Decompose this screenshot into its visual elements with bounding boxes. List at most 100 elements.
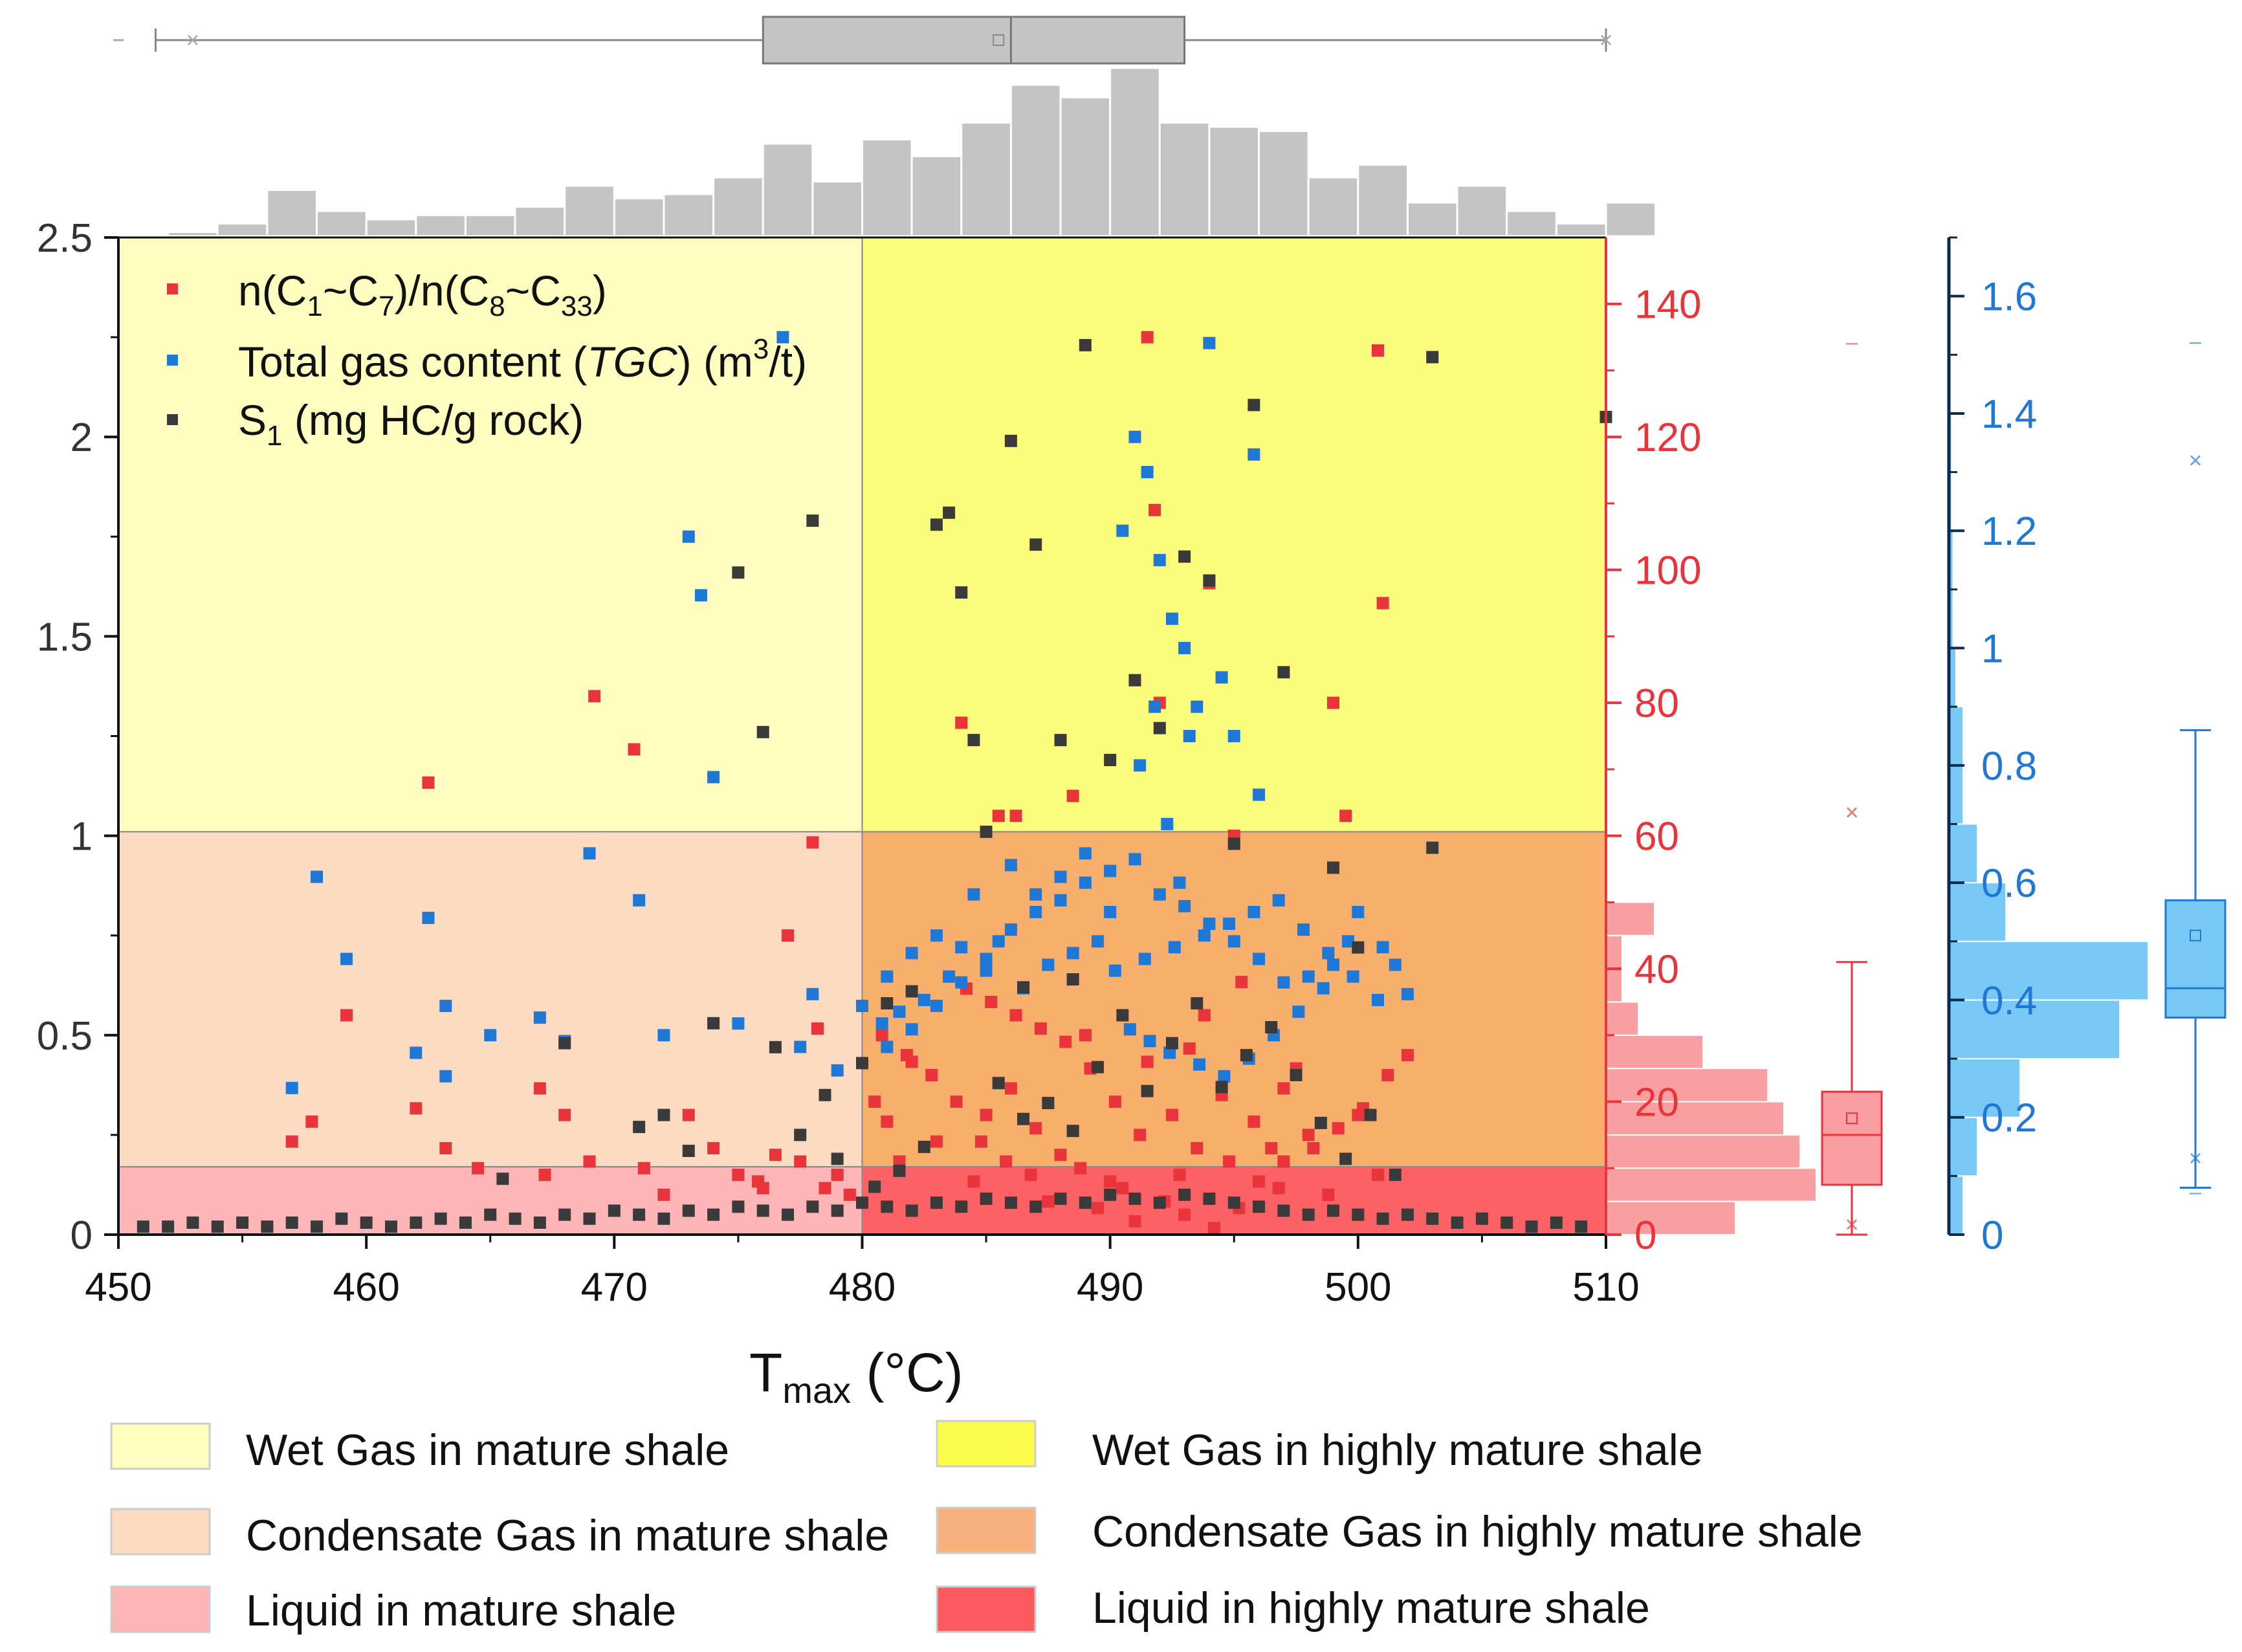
blue-hist-bar-8 <box>1948 706 1964 766</box>
tgc-point-93 <box>1389 958 1401 971</box>
tgc-s1-point-45 <box>1253 1200 1266 1213</box>
ratio-point-100 <box>1198 1009 1211 1022</box>
tgc-s1-point-104 <box>1215 1081 1228 1094</box>
ratio-point-11 <box>588 690 601 703</box>
tgc-s1-point-67 <box>769 1041 782 1053</box>
tgc-point-64 <box>1042 958 1055 971</box>
blue-box-outlier-0: × <box>2188 1145 2202 1171</box>
tgc-s1-point-85 <box>1079 338 1092 351</box>
top-box-outlier-1: × <box>1599 27 1612 53</box>
ratio-point-73 <box>900 1049 913 1062</box>
ratio-point-89 <box>1059 1035 1072 1048</box>
tgc-s1-point-65 <box>732 566 745 579</box>
ratio-point-85 <box>1165 1108 1178 1121</box>
tgc-s1-point-87 <box>1128 674 1141 687</box>
tgc-s1-point-39 <box>1104 1188 1117 1201</box>
tgc-point-53 <box>1227 730 1240 742</box>
red-hist-bar-9 <box>1605 901 1655 936</box>
red-hist-bar-8 <box>1605 934 1623 970</box>
blue-hist-bar-1 <box>1948 1116 1978 1177</box>
tgc-point-76 <box>1218 1070 1231 1083</box>
tgc-point-3 <box>410 1046 423 1059</box>
ratio-point-43 <box>1104 1175 1117 1188</box>
tgc-point-61 <box>1104 905 1117 918</box>
tgc-s1-point-3 <box>211 1220 224 1233</box>
tgc-point-31 <box>1104 865 1117 877</box>
tgc-s1-point-91 <box>1227 837 1240 850</box>
tgc-s1-point-75 <box>930 518 943 531</box>
blue-tick-label-1: 0.2 <box>1981 1096 2037 1141</box>
region-label-wet-gas-mature: Wet Gas in mature shale <box>246 1426 729 1475</box>
region-label-liquid-highly: Liquid in highly mature shale <box>1092 1583 1650 1633</box>
ratio-point-41 <box>1066 789 1079 802</box>
tgc-s1-point-40 <box>1128 1193 1141 1206</box>
x-tick-label-6: 510 <box>1572 1265 1639 1310</box>
tgc-point-72 <box>1123 1023 1136 1036</box>
tgc-point-2 <box>340 953 353 965</box>
tgc-s1-point-106 <box>1265 1020 1278 1033</box>
tgc-point-81 <box>1342 935 1355 948</box>
tgc-s1-point-11 <box>410 1217 423 1229</box>
ratio-point-40 <box>1054 1149 1067 1162</box>
tgc-point-36 <box>1227 935 1240 948</box>
region-4 <box>118 1166 863 1236</box>
ratio-point-53 <box>1302 1129 1315 1141</box>
tgc-point-97 <box>1004 859 1017 872</box>
tgc-point-68 <box>943 970 956 983</box>
top-hist-bar-16 <box>960 122 1012 237</box>
tgc-s1-point-77 <box>955 586 968 599</box>
tgc-s1-point-70 <box>819 1088 831 1101</box>
tgc-s1-point-50 <box>1376 1212 1389 1225</box>
ratio-point-69 <box>1000 1155 1013 1168</box>
tgc-point-49 <box>1178 642 1191 655</box>
tgc-s1-point-89 <box>1178 550 1191 563</box>
tgc-s1-point-114 <box>868 1180 881 1193</box>
tgc-point-38 <box>1277 976 1290 989</box>
left-tick-label-1: 0.5 <box>37 1014 93 1059</box>
tgc-point-63 <box>1066 947 1079 960</box>
ratio-point-61 <box>1178 1208 1191 1221</box>
tgc-s1-point-43 <box>1203 1193 1216 1206</box>
red-tick-label-0: 0 <box>1634 1213 1656 1258</box>
top-histogram <box>167 67 1657 237</box>
ratio-point-80 <box>1381 1068 1394 1081</box>
region-3 <box>861 831 1607 1168</box>
tgc-point-18 <box>794 1041 807 1053</box>
tgc-s1-point-34 <box>980 1193 993 1206</box>
region-swatch-condensate-mature <box>110 1508 211 1556</box>
tgc-point-73 <box>1143 1035 1156 1048</box>
tgc-point-25 <box>955 941 968 954</box>
ratio-point-65 <box>1116 1182 1129 1195</box>
tgc-s1-point-105 <box>1240 1049 1253 1062</box>
tgc-s1-point-72 <box>856 1057 868 1070</box>
tgc-s1-point-60 <box>558 1037 571 1050</box>
tgc-point-56 <box>1134 759 1147 772</box>
tgc-point-41 <box>1352 905 1365 918</box>
tgc-s1-point-103 <box>1191 997 1203 1009</box>
tgc-point-46 <box>1141 466 1154 479</box>
tgc-s1-point-16 <box>533 1217 546 1229</box>
ratio-point-17 <box>732 1169 745 1182</box>
tgc-s1-point-94 <box>1327 861 1340 874</box>
tgc-point-91 <box>1346 970 1359 983</box>
ratio-point-36 <box>992 809 1005 822</box>
tgc-point-12 <box>657 1029 670 1042</box>
top-hist-bar-15 <box>910 155 963 237</box>
red-hist-bar-7 <box>1605 968 1623 1003</box>
region-backgrounds <box>118 237 1607 1236</box>
region-label-condensate-highly: Condensate Gas in highly mature shale <box>1092 1507 1863 1556</box>
top-hist-bar-13 <box>811 181 864 237</box>
red-hist-bar-1 <box>1605 1167 1817 1202</box>
blue-tick-label-8: 1.6 <box>1981 275 2037 320</box>
ratio-point-0 <box>285 1135 298 1148</box>
ratio-point-3 <box>410 1102 423 1115</box>
tgc-point-58 <box>1161 817 1174 830</box>
top-hist-bar-24 <box>1357 164 1409 237</box>
tgc-point-85 <box>1198 929 1211 942</box>
region-swatch-liquid-mature <box>110 1585 211 1633</box>
tgc-s1-point-54 <box>1475 1212 1488 1225</box>
left-tick-label-3: 1.5 <box>37 615 93 659</box>
red-box-outlier-1: × <box>1845 799 1858 826</box>
ratio-point-71 <box>950 1096 963 1108</box>
ratio-point-96 <box>1272 1182 1285 1195</box>
